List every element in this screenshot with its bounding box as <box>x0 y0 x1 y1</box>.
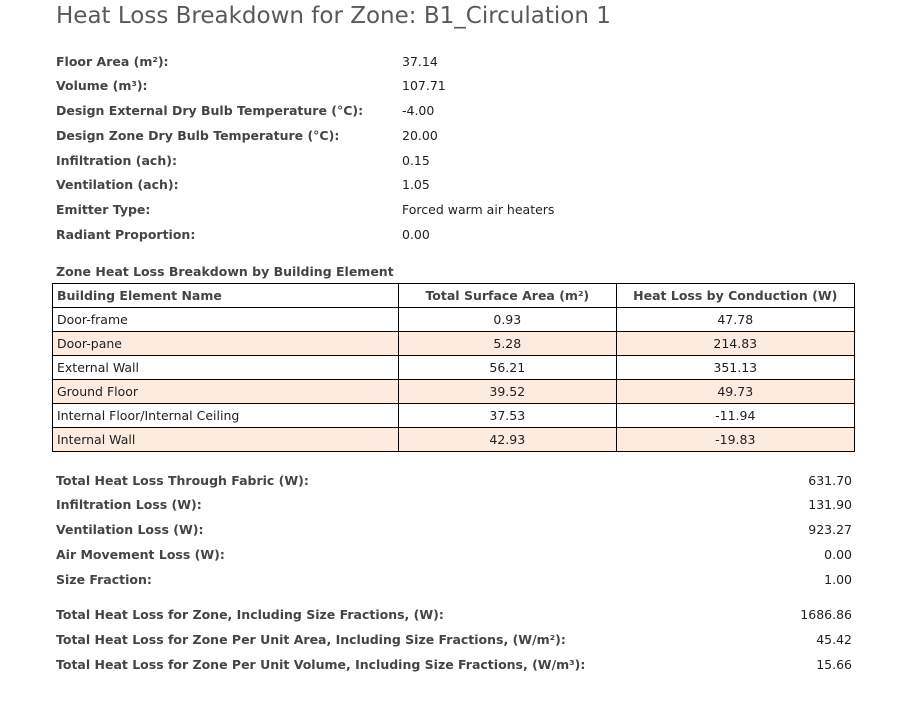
property-value: -4.00 <box>402 103 435 118</box>
table-header-row: Building Element Name Total Surface Area… <box>51 283 856 308</box>
table-row: Internal Wall 42.93 -19.83 <box>51 427 856 452</box>
element-name-cell: External Wall <box>51 355 400 380</box>
property-value: 107.71 <box>402 78 446 93</box>
column-header-heat-loss: Heat Loss by Conduction (W) <box>615 283 856 308</box>
element-name-cell: Ground Floor <box>51 379 400 404</box>
surface-area-cell: 37.53 <box>398 403 617 428</box>
property-label: Infiltration (ach): <box>56 153 177 168</box>
property-label: Ventilation (ach): <box>56 177 179 192</box>
summary-label: Size Fraction: <box>56 572 152 587</box>
heat-loss-cell: -19.83 <box>615 427 856 452</box>
surface-area-cell: 39.52 <box>398 379 617 404</box>
summary-row-size-fraction: Size Fraction: 1.00 <box>56 572 852 592</box>
summary-label: Total Heat Loss Through Fabric (W): <box>56 473 309 488</box>
summary-value: 0.00 <box>824 547 852 562</box>
element-name-cell: Internal Wall <box>51 427 400 452</box>
property-value: 0.15 <box>402 153 430 168</box>
heat-loss-cell: 49.73 <box>615 379 856 404</box>
summary-row-infiltration-loss: Infiltration Loss (W): 131.90 <box>56 497 852 517</box>
total-value: 15.66 <box>816 657 852 672</box>
property-value: 20.00 <box>402 128 438 143</box>
element-table-heading: Zone Heat Loss Breakdown by Building Ele… <box>56 264 394 279</box>
summary-value: 923.27 <box>808 522 852 537</box>
total-label: Total Heat Loss for Zone Per Unit Volume… <box>56 657 586 672</box>
property-label: Design External Dry Bulb Temperature (°C… <box>56 103 364 118</box>
summary-value: 131.90 <box>808 497 852 512</box>
total-row-per-unit-volume: Total Heat Loss for Zone Per Unit Volume… <box>56 657 852 677</box>
property-label: Design Zone Dry Bulb Temperature (°C): <box>56 128 340 143</box>
page-title: Heat Loss Breakdown for Zone: B1_Circula… <box>56 3 611 29</box>
column-header-surface-area: Total Surface Area (m²) <box>398 283 617 308</box>
property-label: Emitter Type: <box>56 202 151 217</box>
building-element-table: Building Element Name Total Surface Area… <box>51 283 856 452</box>
summary-label: Infiltration Loss (W): <box>56 497 202 512</box>
property-label: Volume (m³): <box>56 78 148 93</box>
property-value: 0.00 <box>402 227 430 242</box>
property-label: Radiant Proportion: <box>56 227 196 242</box>
property-value: Forced warm air heaters <box>402 202 555 217</box>
heat-loss-cell: 47.78 <box>615 307 856 332</box>
element-name-cell: Door-pane <box>51 331 400 356</box>
table-row: External Wall 56.21 351.13 <box>51 355 856 380</box>
column-header-element-name: Building Element Name <box>51 283 400 308</box>
summary-value: 1.00 <box>824 572 852 587</box>
summary-row-fabric-loss: Total Heat Loss Through Fabric (W): 631.… <box>56 473 852 493</box>
table-row: Ground Floor 39.52 49.73 <box>51 379 856 404</box>
surface-area-cell: 42.93 <box>398 427 617 452</box>
summary-value: 631.70 <box>808 473 852 488</box>
property-value: 1.05 <box>402 177 430 192</box>
property-label: Floor Area (m²): <box>56 54 169 69</box>
property-value: 37.14 <box>402 54 438 69</box>
surface-area-cell: 5.28 <box>398 331 617 356</box>
element-name-cell: Door-frame <box>51 307 400 332</box>
surface-area-cell: 56.21 <box>398 355 617 380</box>
summary-label: Ventilation Loss (W): <box>56 522 204 537</box>
table-row: Door-frame 0.93 47.78 <box>51 307 856 332</box>
surface-area-cell: 0.93 <box>398 307 617 332</box>
heat-loss-cell: 214.83 <box>615 331 856 356</box>
total-label: Total Heat Loss for Zone, Including Size… <box>56 607 444 622</box>
heat-loss-cell: -11.94 <box>615 403 856 428</box>
total-value: 1686.86 <box>800 607 852 622</box>
total-value: 45.42 <box>816 632 852 647</box>
total-label: Total Heat Loss for Zone Per Unit Area, … <box>56 632 566 647</box>
element-name-cell: Internal Floor/Internal Ceiling <box>51 403 400 428</box>
table-row: Internal Floor/Internal Ceiling 37.53 -1… <box>51 403 856 428</box>
heat-loss-cell: 351.13 <box>615 355 856 380</box>
summary-row-ventilation-loss: Ventilation Loss (W): 923.27 <box>56 522 852 542</box>
summary-label: Air Movement Loss (W): <box>56 547 225 562</box>
total-row-per-unit-area: Total Heat Loss for Zone Per Unit Area, … <box>56 632 852 652</box>
table-row: Door-pane 5.28 214.83 <box>51 331 856 356</box>
summary-row-air-movement-loss: Air Movement Loss (W): 0.00 <box>56 547 852 567</box>
total-row-zone-heat-loss: Total Heat Loss for Zone, Including Size… <box>56 607 852 627</box>
